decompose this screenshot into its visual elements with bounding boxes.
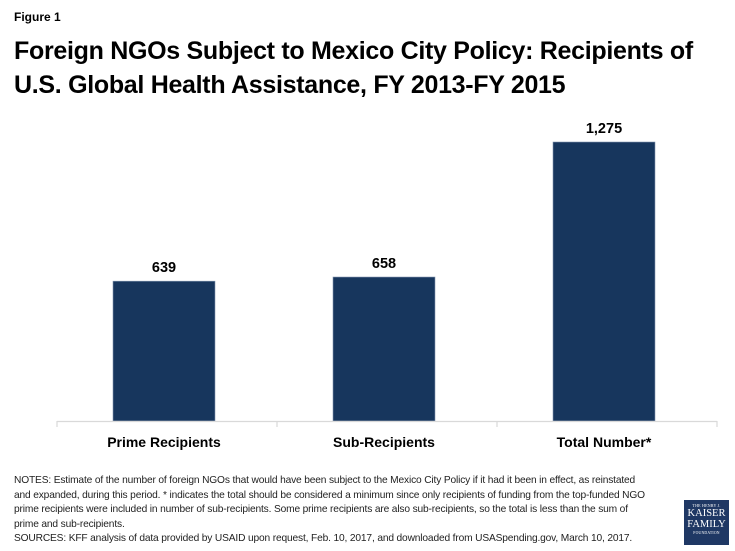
- data-label: 639: [152, 260, 176, 276]
- kff-logo: THE HENRY J. KAISER FAMILY FOUNDATION: [684, 500, 729, 545]
- data-label: 1,275: [586, 121, 622, 137]
- figure-label: Figure 1: [14, 10, 61, 24]
- logo-line-4: FOUNDATION: [693, 531, 720, 535]
- chart-title: Foreign NGOs Subject to Mexico City Poli…: [14, 34, 724, 102]
- sources-text: SOURCES: KFF analysis of data provided b…: [14, 533, 633, 545]
- logo-line-3: FAMILY: [687, 519, 726, 530]
- bar-total-number: [552, 141, 656, 422]
- logo-line-2: KAISER: [687, 508, 726, 519]
- notes-text: NOTES: Estimate of the number of foreign…: [14, 475, 645, 530]
- x-tick-label: Sub-Recipients: [333, 434, 435, 450]
- x-tick-label: Prime Recipients: [107, 434, 221, 450]
- bars-group: [112, 141, 656, 422]
- x-axis: [56, 420, 718, 427]
- bar-sub-recipients: [332, 276, 436, 422]
- chart-title-line-2: U.S. Global Health Assistance, FY 2013-F…: [14, 71, 566, 99]
- logo-line-1: THE HENRY J.: [692, 503, 721, 508]
- labels-group: 639 Prime Recipients 658 Sub-Recipients 1,27…: [107, 121, 652, 450]
- bar-chart: 639 Prime Recipients 658 Sub-Recipients 1,27…: [56, 121, 718, 450]
- data-label: 658: [372, 256, 396, 272]
- bar-prime-recipients: [112, 280, 216, 422]
- x-tick-label: Total Number*: [557, 434, 652, 450]
- chart-title-line-1: Foreign NGOs Subject to Mexico City Poli…: [14, 37, 693, 65]
- notes-block: NOTES: Estimate of the number of foreign…: [14, 474, 654, 547]
